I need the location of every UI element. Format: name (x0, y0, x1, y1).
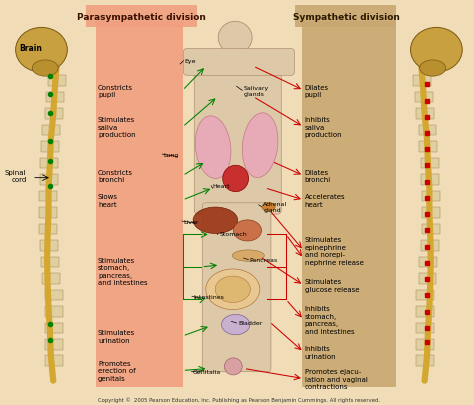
Text: Stimulates
urination: Stimulates urination (98, 329, 135, 343)
Text: Bladder: Bladder (238, 321, 263, 326)
Bar (416, 290, 434, 301)
Text: Parasympathetic division: Parasympathetic division (77, 13, 206, 22)
Text: Heart: Heart (213, 184, 230, 189)
Text: Salivary
glands: Salivary glands (244, 86, 269, 96)
Bar (302, 22, 396, 387)
Ellipse shape (262, 203, 275, 212)
Text: Sympathetic division: Sympathetic division (292, 13, 400, 22)
Ellipse shape (32, 61, 58, 77)
Bar (413, 76, 431, 87)
Bar (42, 126, 60, 136)
Ellipse shape (193, 207, 238, 234)
Bar (42, 257, 59, 267)
Text: Intestines: Intestines (193, 294, 224, 299)
Bar (40, 175, 58, 185)
Ellipse shape (233, 220, 262, 241)
Bar (96, 22, 182, 387)
Text: Constricts
bronchi: Constricts bronchi (98, 169, 133, 183)
Bar (421, 175, 439, 185)
Text: Liver: Liver (183, 219, 199, 224)
Bar (416, 339, 434, 350)
Bar (40, 241, 58, 251)
Bar (422, 191, 440, 202)
Ellipse shape (206, 269, 260, 310)
Text: Stimulates
saliva
production: Stimulates saliva production (98, 117, 136, 138)
Bar (416, 109, 434, 119)
Text: Dilates
pupil: Dilates pupil (305, 84, 329, 98)
Bar (45, 290, 63, 301)
Ellipse shape (221, 315, 250, 335)
Ellipse shape (16, 28, 67, 73)
Text: Spinal
cord: Spinal cord (5, 170, 27, 183)
Ellipse shape (242, 113, 278, 178)
Bar (416, 356, 434, 366)
Bar (86, 6, 197, 28)
Bar (421, 241, 439, 251)
Text: Pancreas: Pancreas (250, 258, 278, 262)
Bar (419, 257, 438, 267)
Bar (45, 109, 63, 119)
Text: Lung: Lung (164, 152, 179, 157)
Text: Stimulates
glucose release: Stimulates glucose release (305, 279, 359, 292)
Text: Promotes
erection of
genitals: Promotes erection of genitals (98, 360, 136, 381)
Ellipse shape (419, 61, 446, 77)
Text: Inhibits
stomach,
pancreas,
and intestines: Inhibits stomach, pancreas, and intestin… (305, 306, 355, 334)
Ellipse shape (218, 22, 252, 55)
Text: Adrenal
gland: Adrenal gland (264, 202, 288, 213)
Text: Dilates
bronchi: Dilates bronchi (305, 169, 331, 183)
Bar (45, 339, 63, 350)
Text: Inhibits
saliva
production: Inhibits saliva production (305, 117, 342, 138)
Bar (45, 323, 63, 333)
Bar (422, 208, 440, 218)
Text: Brain: Brain (20, 44, 43, 53)
Text: Eye: Eye (185, 59, 196, 64)
Text: Stimulates
stomach,
pancreas,
and intestines: Stimulates stomach, pancreas, and intest… (98, 257, 147, 286)
Bar (421, 158, 439, 169)
Text: Promotes ejacu-
lation and vaginal
contractions: Promotes ejacu- lation and vaginal contr… (305, 368, 368, 389)
Text: Stomach: Stomach (219, 232, 247, 237)
Bar (39, 208, 56, 218)
Ellipse shape (410, 28, 462, 73)
Text: Constricts
pupil: Constricts pupil (98, 84, 133, 98)
Bar (48, 76, 66, 87)
Bar (39, 224, 57, 234)
Text: Copyright ©  2005 Pearson Education, Inc. Publishing as Pearson Benjamin Cumming: Copyright © 2005 Pearson Education, Inc.… (98, 396, 380, 402)
FancyBboxPatch shape (202, 203, 271, 372)
Bar (46, 93, 64, 103)
Ellipse shape (224, 358, 242, 375)
Bar (419, 142, 438, 152)
Text: Inhibits
urination: Inhibits urination (305, 345, 337, 359)
Bar (40, 158, 58, 169)
Text: Stimulates
epinephrine
and norepi-
nephrine release: Stimulates epinephrine and norepi- nephr… (305, 237, 364, 265)
Bar (295, 6, 396, 28)
Bar (45, 356, 63, 366)
Ellipse shape (232, 250, 264, 262)
Text: Genitalia: Genitalia (193, 369, 221, 374)
Bar (45, 306, 63, 317)
Text: Accelerates
heart: Accelerates heart (305, 194, 346, 207)
FancyBboxPatch shape (183, 49, 294, 76)
Bar (419, 126, 437, 136)
Bar (416, 306, 434, 317)
Bar (422, 224, 440, 234)
FancyBboxPatch shape (194, 67, 281, 215)
Ellipse shape (195, 117, 231, 179)
Bar (39, 191, 57, 202)
Bar (416, 323, 434, 333)
Bar (42, 142, 59, 152)
Text: Slows
heart: Slows heart (98, 194, 118, 207)
FancyBboxPatch shape (226, 41, 244, 57)
Ellipse shape (215, 277, 250, 303)
Ellipse shape (223, 166, 248, 192)
Bar (42, 273, 60, 284)
Bar (415, 93, 433, 103)
Bar (419, 273, 437, 284)
